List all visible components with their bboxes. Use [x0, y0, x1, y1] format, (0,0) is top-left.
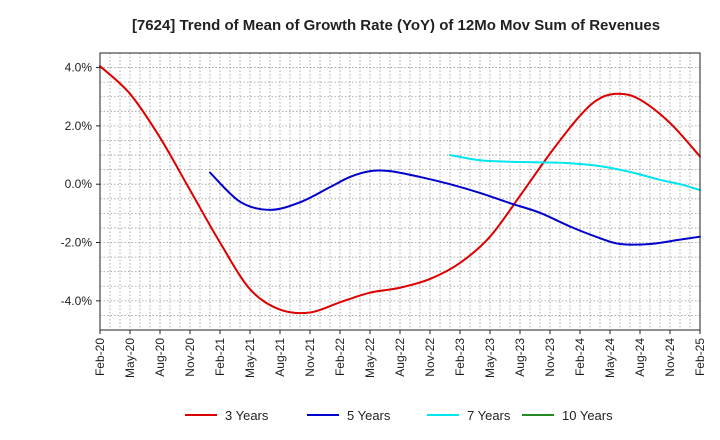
x-tick-label: Aug-22: [393, 338, 407, 377]
x-tick-label: May-21: [243, 338, 257, 378]
y-tick-label: 4.0%: [65, 61, 93, 75]
x-tick-label: Aug-21: [273, 338, 287, 377]
x-tick-label: May-24: [603, 338, 617, 378]
chart-title: [7624] Trend of Mean of Growth Rate (YoY…: [132, 17, 660, 34]
x-tick-label: Aug-24: [633, 338, 647, 377]
x-tick-label: Nov-23: [543, 338, 557, 377]
x-tick-label: Feb-25: [693, 338, 707, 376]
x-tick-label: Aug-20: [153, 338, 167, 377]
y-axis: 4.0% 2.0% 0.0% -2.0% -4.0%: [61, 61, 100, 308]
x-tick-label: Feb-24: [573, 338, 587, 376]
legend-label-10-years: 10 Years: [562, 408, 613, 423]
x-tick-label: Nov-20: [183, 338, 197, 377]
x-tick-label: Feb-22: [333, 338, 347, 376]
x-tick-label: Feb-21: [213, 338, 227, 376]
legend-label-3-years: 3 Years: [225, 408, 269, 423]
x-tick-label: Feb-23: [453, 338, 467, 376]
legend: 3 Years 5 Years 7 Years 10 Years: [185, 408, 613, 423]
y-tick-label: -4.0%: [61, 294, 93, 308]
x-tick-label: May-20: [123, 338, 137, 378]
x-tick-label: Aug-23: [513, 338, 527, 377]
series-line-3-years: [99, 65, 701, 315]
x-tick-label: May-22: [363, 338, 377, 378]
x-tick-label: Feb-20: [93, 338, 107, 376]
series-lines: [99, 65, 701, 315]
x-tick-label: Nov-22: [423, 338, 437, 377]
y-tick-label: -2.0%: [61, 236, 93, 250]
y-tick-label: 0.0%: [65, 177, 93, 191]
legend-label-7-years: 7 Years: [467, 408, 511, 423]
series-line-7-years: [449, 154, 701, 192]
x-tick-label: May-23: [483, 338, 497, 378]
x-axis: Feb-20 May-20 Aug-20 Nov-20 Feb-21 May-21 Aug-…: [93, 330, 707, 378]
y-tick-label: 2.0%: [65, 119, 93, 133]
legend-label-5-years: 5 Years: [347, 408, 391, 423]
x-tick-label: Nov-21: [303, 338, 317, 377]
series-line-5-years: [209, 169, 701, 246]
x-tick-label: Nov-24: [663, 338, 677, 377]
